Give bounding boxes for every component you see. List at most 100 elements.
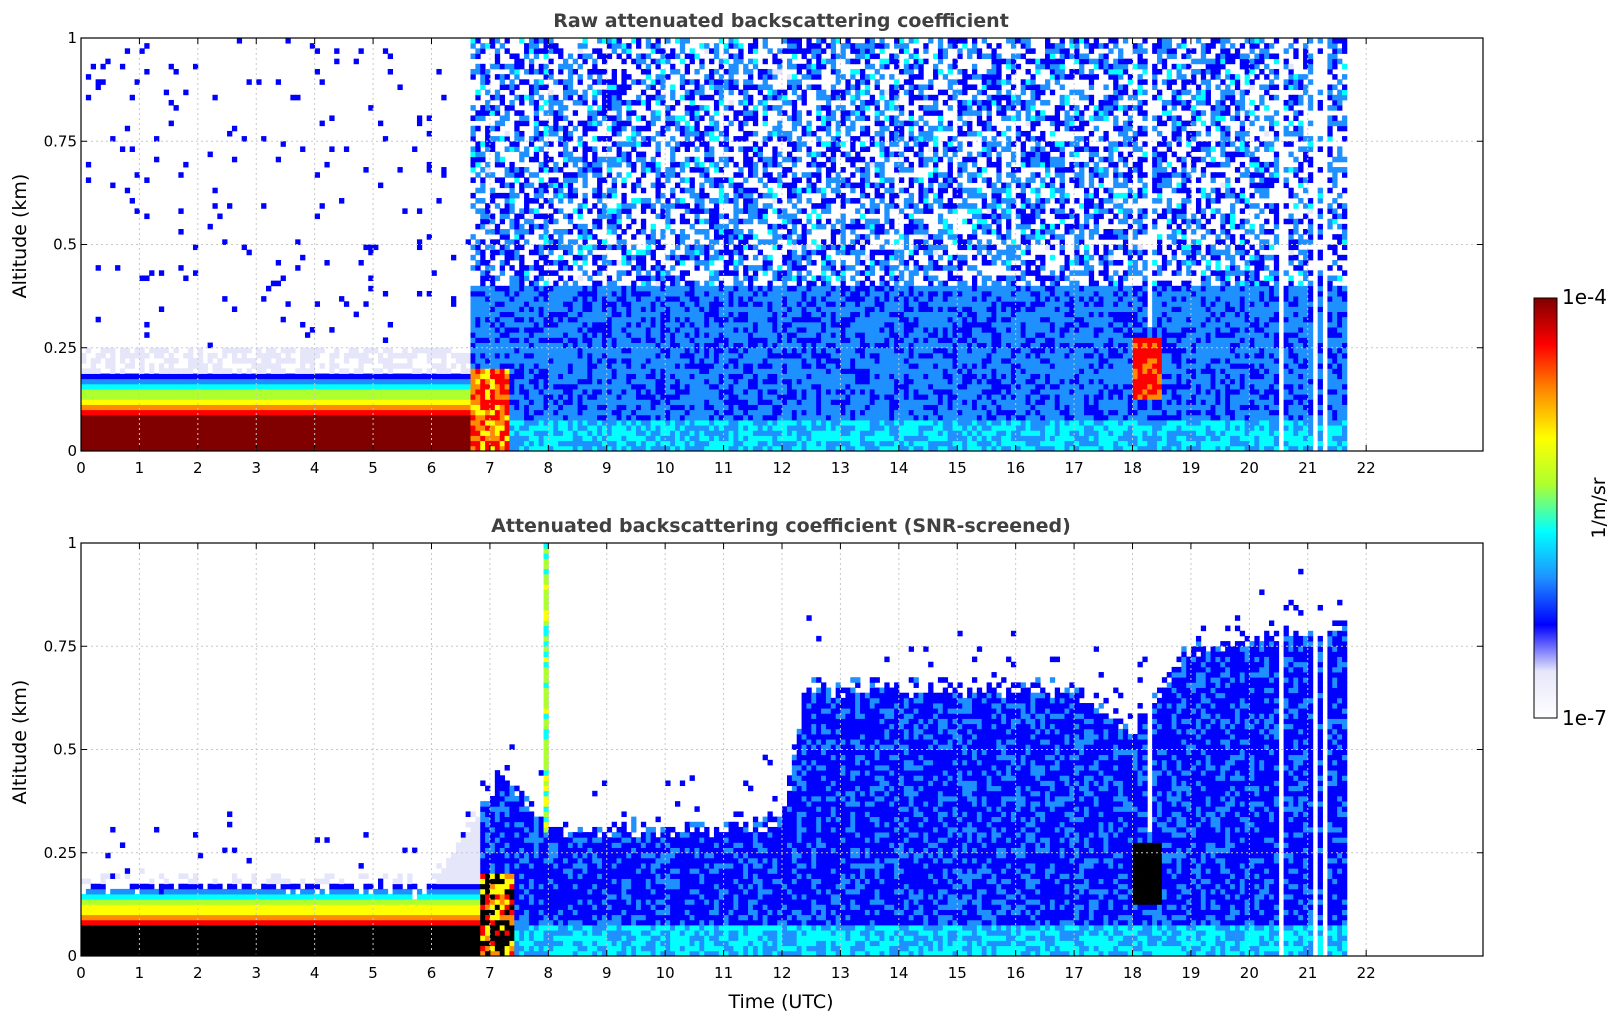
heatmap-cell: [704, 363, 709, 369]
heatmap-cell: [558, 141, 563, 147]
heatmap-cell: [212, 368, 217, 374]
heatmap-cell: [651, 234, 656, 240]
heatmap-cell: [412, 436, 417, 442]
heatmap-cell: [169, 399, 174, 405]
heatmap-cell: [354, 436, 359, 442]
heatmap-cell: [621, 198, 626, 204]
heatmap-cell: [651, 441, 656, 447]
heatmap-cell: [738, 374, 743, 380]
heatmap-cell: [607, 275, 612, 281]
heatmap-cell: [714, 405, 719, 411]
heatmap-cell: [144, 441, 149, 447]
heatmap-cell: [607, 430, 612, 436]
heatmap-cell: [563, 265, 568, 271]
heatmap-cell: [388, 430, 393, 436]
heatmap-cell: [680, 188, 685, 194]
heatmap-cell: [704, 430, 709, 436]
heatmap-cell: [733, 281, 738, 287]
heatmap-cell: [558, 291, 563, 297]
heatmap-cell: [402, 405, 407, 411]
heatmap-cell: [699, 363, 704, 369]
heatmap-cell: [573, 224, 578, 230]
heatmap-cell: [198, 420, 203, 426]
heatmap-cell: [714, 301, 719, 307]
heatmap-cell: [612, 312, 617, 318]
heatmap-cell: [704, 425, 709, 431]
heatmap-cell: [169, 410, 174, 416]
heatmap-cell: [587, 84, 592, 90]
heatmap-cell: [558, 69, 563, 75]
heatmap-cell: [495, 368, 500, 374]
heatmap-cell: [96, 436, 101, 442]
heatmap-cell: [656, 281, 661, 287]
heatmap-cell: [738, 363, 743, 369]
heatmap-cell: [505, 415, 510, 421]
heatmap-cell: [285, 415, 290, 421]
heatmap-cell: [359, 441, 364, 447]
heatmap-cell: [646, 95, 651, 101]
heatmap-cell: [690, 224, 695, 230]
heatmap-cell: [295, 399, 300, 405]
heatmap-cell: [704, 384, 709, 390]
heatmap-cell: [509, 281, 514, 287]
heatmap-cell: [500, 74, 505, 80]
heatmap-cell: [582, 379, 587, 385]
heatmap-cell: [242, 430, 247, 436]
heatmap-cell: [587, 312, 592, 318]
heatmap-cell: [553, 337, 558, 343]
heatmap-cell: [617, 115, 622, 121]
heatmap-cell: [125, 399, 130, 405]
heatmap-cell: [743, 436, 748, 442]
heatmap-cell: [704, 306, 709, 312]
heatmap-cell: [271, 368, 276, 374]
heatmap-cell: [587, 275, 592, 281]
heatmap-cell: [81, 405, 86, 411]
heatmap-cell: [451, 420, 456, 426]
heatmap-cell: [222, 379, 227, 385]
heatmap-cell: [675, 399, 680, 405]
heatmap-cell: [393, 441, 398, 447]
heatmap-cell: [733, 312, 738, 318]
heatmap-cell: [524, 441, 529, 447]
heatmap-cell: [471, 358, 476, 364]
heatmap-cell: [631, 183, 636, 189]
heatmap-cell: [621, 296, 626, 302]
heatmap-cell: [646, 379, 651, 385]
heatmap-cell: [685, 322, 690, 328]
heatmap-cell: [709, 74, 714, 80]
heatmap-cell: [553, 229, 558, 235]
heatmap-cell: [587, 420, 592, 426]
heatmap-cell: [597, 379, 602, 385]
heatmap-cell: [680, 374, 685, 380]
heatmap-cell: [665, 53, 670, 59]
heatmap-cell: [149, 405, 154, 411]
heatmap-cell: [475, 126, 480, 132]
heatmap-cell: [480, 410, 485, 416]
heatmap-cell: [295, 405, 300, 411]
heatmap-cell: [563, 374, 568, 380]
heatmap-cell: [500, 162, 505, 168]
heatmap-cell: [699, 183, 704, 189]
heatmap-cell: [670, 291, 675, 297]
heatmap-cell: [471, 306, 476, 312]
heatmap-cell: [471, 425, 476, 431]
heatmap-cell: [169, 415, 174, 421]
heatmap-cell: [339, 441, 344, 447]
heatmap-cell: [96, 368, 101, 374]
heatmap-cell: [675, 281, 680, 287]
heatmap-cell: [198, 399, 203, 405]
heatmap-cell: [592, 48, 597, 54]
heatmap-cell: [436, 420, 441, 426]
heatmap-cell: [475, 260, 480, 266]
heatmap-cell: [578, 410, 583, 416]
heatmap-cell: [743, 198, 748, 204]
heatmap-cell: [110, 436, 115, 442]
heatmap-cell: [748, 188, 753, 194]
heatmap-cell: [154, 348, 159, 354]
heatmap-cell: [597, 48, 602, 54]
heatmap-cell: [612, 296, 617, 302]
heatmap-cell: [724, 286, 729, 292]
heatmap-cell: [329, 420, 334, 426]
heatmap-cell: [733, 53, 738, 59]
heatmap-cell: [714, 48, 719, 54]
